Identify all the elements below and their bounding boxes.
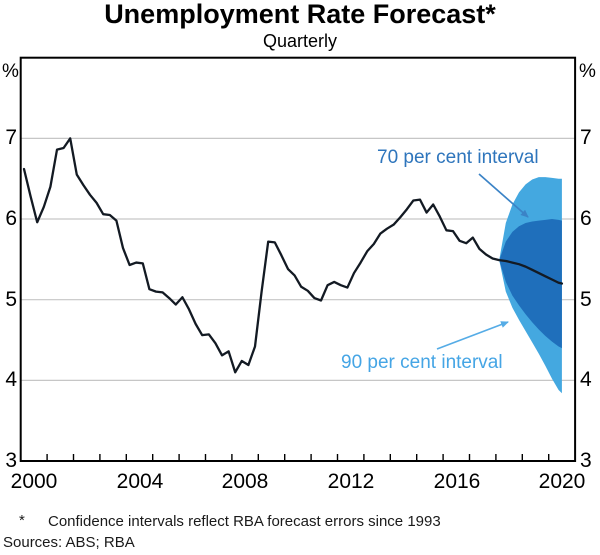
y-tick-label-left-4: 4	[5, 368, 17, 391]
plot-border	[19, 56, 577, 462]
band-70-per-cent	[499, 219, 562, 349]
y-tick-label-right-7: 7	[580, 126, 592, 149]
chart-subtitle: Quarterly	[262, 31, 338, 51]
interval-70-arrow	[478, 173, 529, 218]
y-tick-label-right-3: 3	[580, 449, 592, 472]
y-tick-label-right-4: 4	[580, 368, 592, 391]
y-tick-label-left-3: 3	[5, 449, 17, 472]
footnote-marker: *	[19, 512, 25, 529]
y-axis-unit-right: %	[579, 61, 596, 82]
chart-title: Unemployment Rate Forecast*	[104, 0, 496, 29]
x-tick-label-2004: 2004	[116, 470, 164, 493]
y-tick-label-right-6: 6	[580, 207, 592, 230]
unemployment-rate-line	[22, 137, 564, 374]
interval-90-label: 90 per cent interval	[341, 352, 503, 373]
y-tick-label-left-7: 7	[5, 126, 17, 149]
interval-70-label: 70 per cent interval	[377, 147, 539, 168]
x-tick-label-2012: 2012	[327, 470, 375, 493]
x-tick-label-2000: 2000	[10, 470, 58, 493]
x-tick-label-2016: 2016	[433, 470, 481, 493]
y-axis-unit-left: %	[2, 61, 19, 82]
x-tick-label-2020: 2020	[538, 470, 586, 493]
interval-90-arrow	[436, 321, 509, 350]
y-tick-label-left-6: 6	[5, 207, 17, 230]
sources-text: Sources: ABS; RBA	[3, 534, 135, 551]
y-tick-label-right-5: 5	[580, 288, 592, 311]
x-tick-label-2008: 2008	[221, 470, 269, 493]
footnote-text: Confidence intervals reflect RBA forecas…	[48, 513, 441, 530]
y-tick-label-left-5: 5	[5, 288, 17, 311]
